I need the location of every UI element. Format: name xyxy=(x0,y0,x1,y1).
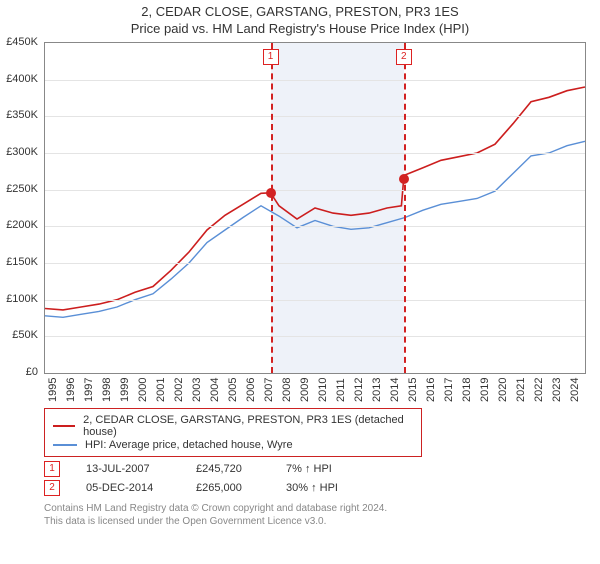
x-tick-label: 2006 xyxy=(245,378,257,402)
x-tick-label: 2010 xyxy=(317,378,329,402)
x-tick-label: 2009 xyxy=(299,378,311,402)
x-tick-label: 2020 xyxy=(497,378,509,402)
legend-label: HPI: Average price, detached house, Wyre xyxy=(85,439,293,451)
x-tick-label: 1997 xyxy=(83,378,95,402)
legend-item: HPI: Average price, detached house, Wyre xyxy=(53,439,413,451)
gridline xyxy=(45,300,585,301)
y-tick-label: £250K xyxy=(6,183,38,195)
gridline xyxy=(45,116,585,117)
x-tick-label: 2012 xyxy=(353,378,365,402)
y-tick-label: £400K xyxy=(6,73,38,85)
sale-price: £265,000 xyxy=(196,482,260,494)
x-tick-label: 2017 xyxy=(443,378,455,402)
y-tick-label: £200K xyxy=(6,219,38,231)
sale-row: 1 13-JUL-2007 £245,720 7% ↑ HPI xyxy=(44,461,600,477)
x-tick-label: 2011 xyxy=(335,378,347,402)
title-line-1: 2, CEDAR CLOSE, GARSTANG, PRESTON, PR3 1… xyxy=(0,4,600,19)
reference-marker-box: 1 xyxy=(263,49,279,65)
x-tick-label: 2000 xyxy=(137,378,149,402)
y-tick-label: £450K xyxy=(6,36,38,48)
reference-marker-box: 2 xyxy=(396,49,412,65)
reference-line xyxy=(271,43,273,373)
legend: 2, CEDAR CLOSE, GARSTANG, PRESTON, PR3 1… xyxy=(44,408,422,457)
x-tick-label: 2004 xyxy=(209,378,221,402)
footer-line-2: This data is licensed under the Open Gov… xyxy=(44,515,600,528)
x-tick-label: 1995 xyxy=(47,378,59,402)
x-tick-label: 2002 xyxy=(173,378,185,402)
y-tick-label: £100K xyxy=(6,293,38,305)
sale-delta: 30% ↑ HPI xyxy=(286,482,356,494)
sale-date: 13-JUL-2007 xyxy=(86,463,170,475)
x-tick-label: 2014 xyxy=(389,378,401,402)
gridline xyxy=(45,226,585,227)
gridline xyxy=(45,153,585,154)
series-hpi xyxy=(45,141,585,317)
x-tick-label: 2022 xyxy=(533,378,545,402)
gridline xyxy=(45,263,585,264)
x-tick-label: 2024 xyxy=(569,378,581,402)
line-series-svg xyxy=(45,43,585,373)
sale-id-box: 2 xyxy=(44,480,60,496)
x-tick-label: 1999 xyxy=(119,378,131,402)
x-tick-label: 2021 xyxy=(515,378,527,402)
gridline xyxy=(45,190,585,191)
y-axis-labels: £0£50K£100K£150K£200K£250K£300K£350K£400… xyxy=(0,42,40,374)
x-tick-label: 2015 xyxy=(407,378,419,402)
x-axis-labels: 1995 1996 1997 1998 1999 2000 2001 2002 2003 2004… xyxy=(44,374,584,402)
x-tick-label: 1996 xyxy=(65,378,77,402)
footer-line-1: Contains HM Land Registry data © Crown c… xyxy=(44,502,600,515)
footer: Contains HM Land Registry data © Crown c… xyxy=(44,502,600,528)
series-price_paid xyxy=(45,87,585,310)
sale-delta: 7% ↑ HPI xyxy=(286,463,356,475)
reference-line xyxy=(404,43,406,373)
title-line-2: Price paid vs. HM Land Registry's House … xyxy=(0,21,600,36)
x-tick-label: 2018 xyxy=(461,378,473,402)
sale-marker xyxy=(266,188,276,198)
x-tick-label: 2016 xyxy=(425,378,437,402)
x-tick-label: 2023 xyxy=(551,378,563,402)
legend-swatch xyxy=(53,425,75,427)
sale-marker xyxy=(399,174,409,184)
y-tick-label: £50K xyxy=(12,329,38,341)
sale-row: 2 05-DEC-2014 £265,000 30% ↑ HPI xyxy=(44,480,600,496)
x-tick-label: 2005 xyxy=(227,378,239,402)
x-tick-label: 2003 xyxy=(191,378,203,402)
x-tick-label: 2008 xyxy=(281,378,293,402)
y-tick-label: £350K xyxy=(6,109,38,121)
y-tick-label: £300K xyxy=(6,146,38,158)
chart-area: £0£50K£100K£150K£200K£250K£300K£350K£400… xyxy=(44,42,590,374)
legend-item: 2, CEDAR CLOSE, GARSTANG, PRESTON, PR3 1… xyxy=(53,414,413,438)
gridline xyxy=(45,336,585,337)
legend-label: 2, CEDAR CLOSE, GARSTANG, PRESTON, PR3 1… xyxy=(83,414,413,438)
x-tick-label: 2013 xyxy=(371,378,383,402)
x-tick-label: 2007 xyxy=(263,378,275,402)
gridline xyxy=(45,80,585,81)
sales-table: 1 13-JUL-2007 £245,720 7% ↑ HPI 2 05-DEC-2014… xyxy=(44,461,600,496)
sale-price: £245,720 xyxy=(196,463,260,475)
x-tick-label: 1998 xyxy=(101,378,113,402)
x-tick-label: 2019 xyxy=(479,378,491,402)
sale-date: 05-DEC-2014 xyxy=(86,482,170,494)
sale-id-box: 1 xyxy=(44,461,60,477)
y-tick-label: £0 xyxy=(26,366,38,378)
plot-area: 12 xyxy=(44,42,586,374)
x-tick-label: 2001 xyxy=(155,378,167,402)
legend-swatch xyxy=(53,444,77,446)
y-tick-label: £150K xyxy=(6,256,38,268)
